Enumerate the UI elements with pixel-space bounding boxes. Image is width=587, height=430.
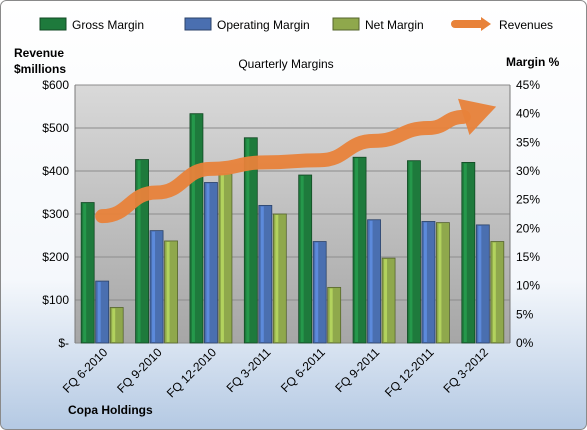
bar-highlight: [97, 282, 101, 342]
right-tick-label: 40%: [516, 107, 540, 121]
right-tick-label: 30%: [516, 164, 540, 178]
left-axis-ticks: $- $100 $200 $300 $400 $500 $600: [42, 78, 69, 350]
left-tick-label: $300: [42, 207, 69, 221]
bar-highlight: [275, 215, 279, 342]
bars: [80, 113, 505, 344]
bar-operating-margin: [204, 182, 218, 344]
right-axis-ticks: 0% 5% 10% 15% 20% 25% 30% 35% 40% 45%: [516, 78, 540, 350]
bar-highlight: [206, 183, 210, 342]
bar-net-margin: [490, 241, 505, 344]
bar-highlight: [83, 203, 87, 342]
revenue-arrow-shaft: [95, 109, 471, 224]
bar-highlight: [438, 223, 442, 342]
bar-highlight: [492, 242, 496, 342]
chart-title: Quarterly Margins: [238, 57, 333, 71]
left-tick-label: $600: [42, 78, 69, 92]
bar-highlight: [152, 231, 156, 342]
bar-gross-margin: [407, 160, 421, 344]
left-axis-label-line2: $millions: [14, 62, 66, 76]
legend: Gross Margin Operating Margin Net Margin Re…: [39, 17, 553, 32]
bar-gross-margin: [298, 174, 313, 344]
bar-highlight: [112, 308, 116, 342]
bar-highlight: [355, 158, 359, 342]
left-tick-label: $200: [42, 250, 69, 264]
bar-highlight: [300, 176, 304, 342]
legend-swatch-gross-margin: [39, 17, 67, 31]
bar-highlight: [409, 161, 413, 342]
bar-highlight: [384, 259, 388, 342]
revenue-arrow: [95, 98, 497, 224]
right-tick-label: 25%: [516, 193, 540, 207]
bar-net-margin: [436, 222, 450, 344]
right-tick-label: 5%: [516, 307, 534, 321]
right-tick-label: 35%: [516, 135, 540, 149]
legend-arrow-head: [481, 17, 491, 31]
bar-operating-margin: [475, 224, 490, 344]
bar-operating-margin: [95, 280, 110, 344]
bar-net-margin: [381, 257, 396, 344]
bar-operating-margin: [367, 219, 381, 344]
legend-swatch-operating-margin: [184, 17, 212, 31]
bar-highlight: [329, 288, 333, 342]
bar-highlight: [220, 174, 224, 342]
right-axis-label: Margin %: [506, 55, 560, 69]
bar-operating-margin: [149, 230, 164, 344]
legend-label: Revenues: [499, 18, 553, 32]
legend-label: Gross Margin: [72, 18, 144, 32]
bar-highlight: [423, 222, 427, 342]
bar-operating-margin: [258, 204, 273, 344]
bar-gross-margin: [461, 161, 476, 344]
bar-highlight: [137, 160, 141, 342]
legend-label: Operating Margin: [217, 18, 310, 32]
bar-net-margin: [164, 240, 178, 344]
bar-highlight: [260, 206, 264, 342]
bar-operating-margin: [421, 221, 436, 344]
bar-highlight: [463, 163, 467, 342]
right-tick-label: 10%: [516, 279, 540, 293]
bar-net-margin: [109, 307, 124, 344]
bar-highlight: [369, 220, 373, 342]
left-axis-label-line1: Revenue: [14, 46, 64, 60]
left-tick-label: $-: [58, 336, 69, 350]
left-tick-label: $100: [42, 293, 69, 307]
left-tick-label: $400: [42, 164, 69, 178]
bar-highlight: [166, 241, 170, 342]
right-tick-label: 20%: [516, 221, 540, 235]
bar-highlight: [246, 138, 250, 342]
revenue-arrow-head: [458, 98, 497, 135]
company-name: Copa Holdings: [68, 403, 153, 417]
bar-highlight: [315, 242, 319, 342]
bar-net-margin: [218, 173, 233, 344]
right-tick-label: 45%: [516, 78, 540, 92]
bar-highlight: [478, 225, 482, 342]
bar-highlight: [191, 114, 195, 343]
legend-label: Net Margin: [365, 18, 424, 32]
right-tick-label: 0%: [516, 336, 534, 350]
right-tick-label: 15%: [516, 250, 540, 264]
bar-gross-margin: [80, 202, 95, 344]
bar-gross-margin: [352, 156, 367, 344]
legend-swatch-net-margin: [332, 17, 360, 31]
bar-net-margin: [327, 286, 342, 344]
bar-gross-margin: [189, 113, 204, 344]
bar-net-margin: [272, 213, 287, 344]
left-tick-label: $500: [42, 121, 69, 135]
bar-operating-margin: [312, 241, 327, 344]
